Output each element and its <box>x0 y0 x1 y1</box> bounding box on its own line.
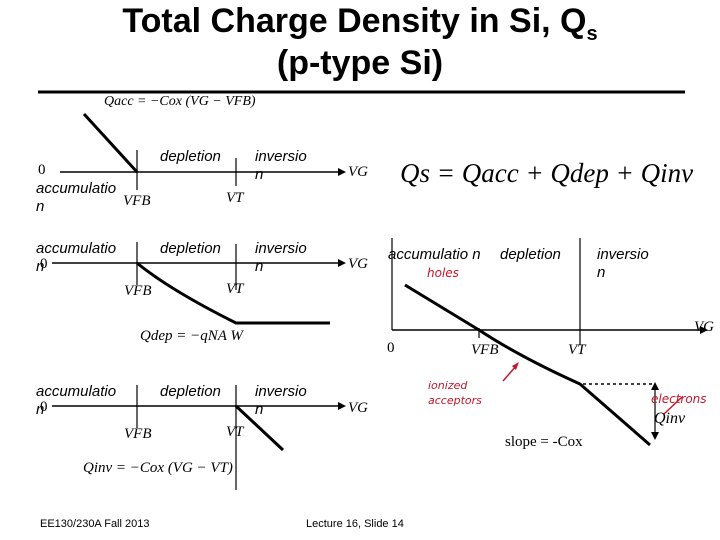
total-zero: 0 <box>387 340 395 356</box>
inv-vfb-label: VFB <box>124 426 152 442</box>
eq-total: Qs = Qacc + Qdep + Qinv <box>400 158 694 188</box>
acc-zero: 0 <box>38 162 46 178</box>
dep-curve <box>136 261 330 325</box>
acc-axis-arrow <box>338 168 346 176</box>
dep-vt-label: VT <box>226 281 244 297</box>
footer-slide-number: Lecture 16, Slide 14 <box>306 518 404 530</box>
total-label-accumulation: accumulatio n <box>388 246 481 263</box>
acc-curve <box>82 112 139 174</box>
total-label-inversion: inversio n <box>597 246 649 281</box>
annotation-ionized-acceptors: ionized acceptors <box>428 379 482 407</box>
inv-vg-label: VG <box>348 400 368 416</box>
total-curve <box>404 283 651 447</box>
footer-course: EE130/230A Fall 2013 <box>40 518 150 530</box>
dep-label-depletion: depletion <box>160 240 221 257</box>
dep-label-accumulation: accumulatio n <box>36 240 117 275</box>
total-slope-label: slope = -Cox <box>505 434 583 450</box>
total-vg-label: VG <box>694 319 714 335</box>
total-qinv-arrow-down <box>651 432 659 440</box>
acc-vfb-label: VFB <box>123 193 151 209</box>
inv-label-accumulation: accumulatio n <box>36 383 117 418</box>
total-qinv-label: Qinv <box>654 410 686 427</box>
electron-pointer <box>663 396 683 415</box>
annotation-electrons: electrons <box>651 392 707 406</box>
eq-dep: Qdep = −qNA W <box>140 328 243 344</box>
acc-vt-label: VT <box>226 190 244 206</box>
inv-label-inversion: inversio n <box>255 383 307 418</box>
total-vfb-label: VFB <box>471 342 499 358</box>
dep-vg-label: VG <box>348 256 368 272</box>
annotation-holes: holes <box>427 266 459 280</box>
acc-label-depletion: depletion <box>160 148 221 165</box>
slide-title-line2: (p-type Si) <box>276 44 444 82</box>
slide-title-line1: Total Charge Density in Si, Qs <box>122 2 598 45</box>
dep-vfb-label: VFB <box>124 283 152 299</box>
dep-zero: 0 <box>40 256 48 272</box>
acc-vg-label: VG <box>348 164 368 180</box>
eq-inv: Qinv = −Cox (VG − VT) <box>83 460 233 476</box>
total-qinv-arrow-up <box>651 382 659 390</box>
dep-axis-arrow <box>338 259 346 267</box>
acc-label-inversion: inversio n <box>255 148 307 183</box>
total-axis-arrow <box>700 326 708 334</box>
inv-axis-arrow <box>338 402 346 410</box>
total-vt-label: VT <box>568 342 586 358</box>
inv-label-depletion: depletion <box>160 383 221 400</box>
acceptor-pointer-head <box>512 362 519 370</box>
total-label-depletion: depletion <box>500 246 561 263</box>
inv-vt-label: VT <box>226 424 244 440</box>
inv-zero: 0 <box>40 399 48 415</box>
acc-label-accumulation: accumulatio n <box>36 180 117 215</box>
inv-curve <box>234 404 285 452</box>
dep-label-inversion: inversio n <box>255 240 307 275</box>
eq-acc: Qacc = −Cox (VG − VFB) <box>104 94 256 109</box>
